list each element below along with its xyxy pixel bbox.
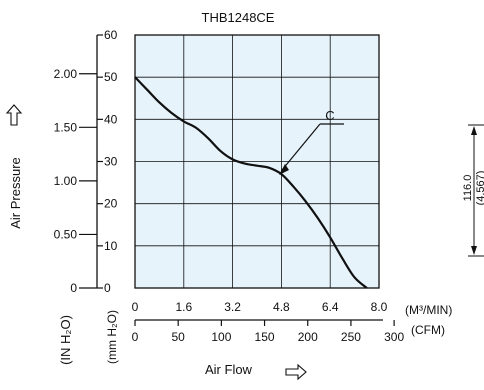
grid-lines <box>135 35 379 288</box>
y-tick-label-mm: 30 <box>104 155 118 169</box>
x-tick-label-m3min: 0 <box>132 300 139 314</box>
x-axis-label: Air Flow <box>205 362 253 377</box>
x-tick-label-cfm: 150 <box>255 330 275 344</box>
x-tick-label-m3min: 3.2 <box>224 300 241 314</box>
dimension-annotation: 116.0 (4.567) <box>462 124 484 257</box>
y-tick-label-inch: 2.00 <box>54 67 78 81</box>
x-tick-label-cfm: 0 <box>132 330 139 344</box>
y-tick-label-mm: 0 <box>104 281 111 295</box>
x-tick-label-m3min: 1.6 <box>175 300 192 314</box>
curve-label: C <box>325 108 334 123</box>
x-tick-label-cfm: 300 <box>384 330 404 344</box>
y-tick-label-inch: 1.00 <box>54 174 78 188</box>
x-tick-label-cfm: 200 <box>298 330 318 344</box>
series-layer <box>134 76 368 289</box>
up-arrow-icon <box>5 104 23 126</box>
x-unit-secondary: (CFM) <box>411 323 445 337</box>
x-unit-primary: (M³/MIN) <box>405 303 452 317</box>
plot-frame <box>134 34 380 289</box>
y-unit-inch: (IN H₂O) <box>58 315 73 365</box>
series-line-C <box>134 76 368 289</box>
dimension-arrow-down <box>471 246 477 255</box>
x-tick-label-cfm: 100 <box>211 330 231 344</box>
y-tick-label-mm: 50 <box>104 70 118 84</box>
y-tick-label-mm: 40 <box>104 112 118 126</box>
y-axis-label: Air Pressure <box>8 157 23 229</box>
chart-title: THB1248CE <box>202 10 275 25</box>
y-unit-mm: (mm H₂O) <box>105 310 119 364</box>
x-tick-label-cfm: 250 <box>341 330 361 344</box>
right-arrow-icon <box>285 363 307 381</box>
dimension-value: 116.0 <box>462 175 474 202</box>
x-tick-label-cfm: 50 <box>172 330 186 344</box>
y-tick-label-mm: 10 <box>104 239 118 253</box>
y-tick-label-mm: 20 <box>104 197 118 211</box>
curve-callout-line <box>281 123 321 171</box>
y-tick-label-inch: 1.50 <box>54 120 78 134</box>
x-tick-label-m3min: 4.8 <box>273 300 290 314</box>
dimension-value-inch: (4.567) <box>475 171 484 206</box>
axis-ticks: 0 1.6 3.2 4.8 6.4 8.0 0 10 20 30 40 50 60 0 0.50 1.00 1.… <box>54 28 405 344</box>
x-tick-label-m3min: 6.4 <box>322 300 339 314</box>
callout-arrowhead <box>279 164 289 175</box>
y-tick-label-inch: 0.50 <box>54 227 78 241</box>
dimension-arrow-up <box>471 126 477 135</box>
y-tick-label-mm: 60 <box>104 28 118 42</box>
x-tick-label-m3min: 8.0 <box>371 300 388 314</box>
y-tick-label-inch: 0 <box>70 281 77 295</box>
